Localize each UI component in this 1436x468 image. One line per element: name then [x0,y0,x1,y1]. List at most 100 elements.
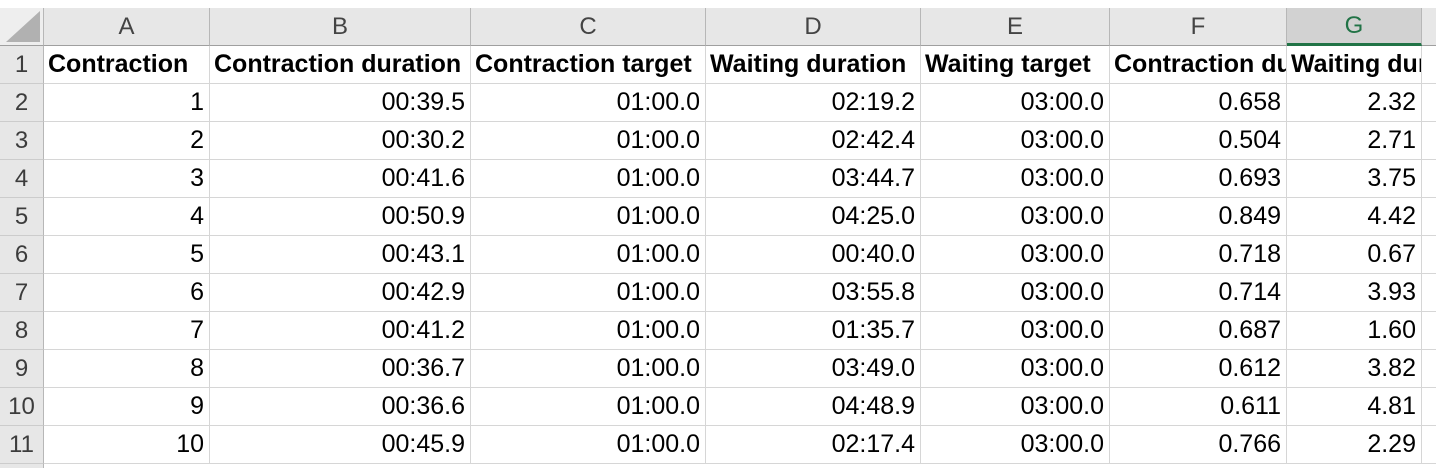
cell-E9[interactable]: 03:00.0 [921,350,1110,388]
cell-C10[interactable]: 01:00.0 [471,388,706,426]
column-header-D[interactable]: D [706,8,921,46]
cell-A3[interactable]: 2 [44,122,210,160]
cell-D1[interactable]: Waiting duration [706,46,921,84]
cell-F6[interactable]: 0.718 [1110,236,1287,274]
cell-F3[interactable]: 0.504 [1110,122,1287,160]
cell-C8[interactable]: 01:00.0 [471,312,706,350]
cell-D8[interactable]: 01:35.7 [706,312,921,350]
cell-E6[interactable]: 03:00.0 [921,236,1110,274]
cell-C2[interactable]: 01:00.0 [471,84,706,122]
cell-A8[interactable]: 7 [44,312,210,350]
cell-H10-partial[interactable] [1422,388,1436,426]
cell-D6[interactable]: 00:40.0 [706,236,921,274]
cell-H9-partial[interactable] [1422,350,1436,388]
cell-F1[interactable]: Contraction du [1110,46,1287,84]
cell-C4[interactable]: 01:00.0 [471,160,706,198]
cell-A9[interactable]: 8 [44,350,210,388]
cell-A2[interactable]: 1 [44,84,210,122]
cell-G3[interactable]: 2.71 [1287,122,1422,160]
cell-E2[interactable]: 03:00.0 [921,84,1110,122]
cell-B3[interactable]: 00:30.2 [210,122,471,160]
cell-F10[interactable]: 0.611 [1110,388,1287,426]
cell-H2-partial[interactable] [1422,84,1436,122]
row-header-7[interactable]: 7 [0,274,44,312]
row-header-8[interactable]: 8 [0,312,44,350]
cell-G9[interactable]: 3.82 [1287,350,1422,388]
cell-F4[interactable]: 0.693 [1110,160,1287,198]
row-header-1[interactable]: 1 [0,46,44,84]
cell-D10[interactable]: 04:48.9 [706,388,921,426]
cell-B1[interactable]: Contraction duration [210,46,471,84]
cell-E4[interactable]: 03:00.0 [921,160,1110,198]
column-header-F[interactable]: F [1110,8,1287,46]
cell-E10[interactable]: 03:00.0 [921,388,1110,426]
cell-E7[interactable]: 03:00.0 [921,274,1110,312]
cell-H11-partial[interactable] [1422,426,1436,464]
cell-G1[interactable]: Waiting dura [1287,46,1422,84]
cell-G8[interactable]: 1.60 [1287,312,1422,350]
cell-A6[interactable]: 5 [44,236,210,274]
cell-H3-partial[interactable] [1422,122,1436,160]
row-header-6[interactable]: 6 [0,236,44,274]
cell-G6[interactable]: 0.67 [1287,236,1422,274]
cell-H7-partial[interactable] [1422,274,1436,312]
cell-C6[interactable]: 01:00.0 [471,236,706,274]
column-header-C[interactable]: C [471,8,706,46]
cell-H6-partial[interactable] [1422,236,1436,274]
cell-G11[interactable]: 2.29 [1287,426,1422,464]
cell-B5[interactable]: 00:50.9 [210,198,471,236]
cell-B10[interactable]: 00:36.6 [210,388,471,426]
cell-E3[interactable]: 03:00.0 [921,122,1110,160]
row-header-4[interactable]: 4 [0,160,44,198]
row-header-5[interactable]: 5 [0,198,44,236]
cell-E5[interactable]: 03:00.0 [921,198,1110,236]
cell-D11[interactable]: 02:17.4 [706,426,921,464]
cell-F8[interactable]: 0.687 [1110,312,1287,350]
cell-G2[interactable]: 2.32 [1287,84,1422,122]
cell-B11[interactable]: 00:45.9 [210,426,471,464]
cell-B7[interactable]: 00:42.9 [210,274,471,312]
row-header-10[interactable]: 10 [0,388,44,426]
cell-H8-partial[interactable] [1422,312,1436,350]
column-header-A[interactable]: A [44,8,210,46]
cell-A4[interactable]: 3 [44,160,210,198]
cell-E8[interactable]: 03:00.0 [921,312,1110,350]
column-header-B[interactable]: B [210,8,471,46]
column-header-H-partial[interactable] [1422,8,1436,46]
cell-A10[interactable]: 9 [44,388,210,426]
cell-G7[interactable]: 3.93 [1287,274,1422,312]
cell-F11[interactable]: 0.766 [1110,426,1287,464]
cell-F7[interactable]: 0.714 [1110,274,1287,312]
cell-H1-partial[interactable] [1422,46,1436,84]
cell-A11[interactable]: 10 [44,426,210,464]
cell-C5[interactable]: 01:00.0 [471,198,706,236]
cell-C1[interactable]: Contraction target [471,46,706,84]
row-header-9[interactable]: 9 [0,350,44,388]
column-header-E[interactable]: E [921,8,1110,46]
cell-F9[interactable]: 0.612 [1110,350,1287,388]
cell-G10[interactable]: 4.81 [1287,388,1422,426]
cell-D7[interactable]: 03:55.8 [706,274,921,312]
cell-C9[interactable]: 01:00.0 [471,350,706,388]
cell-C11[interactable]: 01:00.0 [471,426,706,464]
cell-F5[interactable]: 0.849 [1110,198,1287,236]
cell-H4-partial[interactable] [1422,160,1436,198]
column-header-G[interactable]: G [1287,8,1422,46]
cell-D4[interactable]: 03:44.7 [706,160,921,198]
cell-E11[interactable]: 03:00.0 [921,426,1110,464]
cell-D3[interactable]: 02:42.4 [706,122,921,160]
cell-A1[interactable]: Contraction [44,46,210,84]
cell-A5[interactable]: 4 [44,198,210,236]
cell-B9[interactable]: 00:36.7 [210,350,471,388]
cell-G4[interactable]: 3.75 [1287,160,1422,198]
cell-G5[interactable]: 4.42 [1287,198,1422,236]
row-header-11[interactable]: 11 [0,426,44,464]
cell-D9[interactable]: 03:49.0 [706,350,921,388]
cell-D2[interactable]: 02:19.2 [706,84,921,122]
cell-C7[interactable]: 01:00.0 [471,274,706,312]
cell-B6[interactable]: 00:43.1 [210,236,471,274]
cell-B2[interactable]: 00:39.5 [210,84,471,122]
cell-E1[interactable]: Waiting target [921,46,1110,84]
row-header-2[interactable]: 2 [0,84,44,122]
cell-A7[interactable]: 6 [44,274,210,312]
